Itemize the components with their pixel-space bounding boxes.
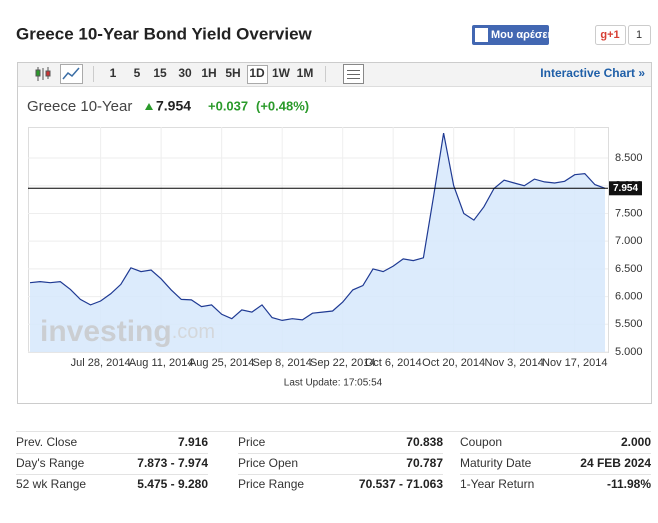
quote-value: 70.838 [406,435,443,449]
interval-button[interactable]: 1M [297,66,314,80]
x-tick-label: Aug 11, 2014 [129,357,194,369]
quote-label: 52 wk Range [16,477,86,491]
candle-icon[interactable] [35,67,51,81]
x-tick-label: Nov 3, 2014 [485,357,544,369]
page-title: Greece 10-Year Bond Yield Overview [16,24,313,43]
quote-value: 7.873 - 7.974 [137,456,208,470]
x-tick-label: Aug 25, 2014 [189,357,254,369]
plot: 5.0005.5006.0006.5007.0007.5008.0008.500… [28,127,643,369]
gplus-bg [595,25,626,45]
y-tick-label: 6.000 [615,290,643,302]
x-tick-label: Nov 17, 2014 [542,357,607,369]
interval-button[interactable]: 1D [249,66,265,80]
icon-line [62,67,80,80]
quote-label: Day's Range [16,456,85,470]
last-price-label: 7.954 [613,183,638,194]
interval-button[interactable]: 1W [272,66,291,80]
y-tick-label: 7.500 [615,207,643,219]
interval-button[interactable]: 1 [110,66,117,80]
quote-label: Prev. Close [16,435,77,449]
interval-button[interactable]: 1H [201,66,216,80]
quote-label: Price [238,435,266,449]
instrument-name: Greece 10-Year [27,98,132,115]
like-bg [472,25,549,45]
interval-button[interactable]: 30 [178,66,192,80]
y-tick-label: 8.500 [615,152,643,164]
quote-value: 24 FEB 2024 [580,456,651,470]
fb-icon [475,28,488,42]
quote-label: Coupon [460,435,502,449]
gplus-label: g+1 [600,29,619,41]
gplus-button[interactable]: g+1 1 [595,25,651,45]
interval-button[interactable]: 5 [134,66,141,80]
quote-label: Price Range [238,477,304,491]
watermark-part: .com [172,321,215,343]
y-tick-label: 7.000 [615,235,643,247]
watermark: investing.com [40,315,215,348]
watermark-part: investing [40,315,172,348]
interactive-chart-link[interactable]: Interactive Chart » [540,66,645,80]
like-button[interactable]: Μου αρέσει [472,25,551,45]
quote-label: Price Open [238,456,298,470]
x-tick-label: Sep 8, 2014 [253,357,312,369]
interval-button[interactable]: 15 [153,66,167,80]
x-tick-label: Jul 28, 2014 [71,357,131,369]
y-tick-label: 6.500 [615,263,643,275]
line [29,132,606,322]
icon-body [35,69,41,77]
quote-table: Prev. Close 7.916 Day's Range 7.873 - 7.974… [16,431,651,491]
last-update: Last Update: 17:05:54 [284,378,383,389]
area [30,133,605,352]
line-icon[interactable] [60,64,83,84]
active-interval [247,65,268,84]
gplus-count: 1 [636,29,642,41]
quote-value: -11.98% [607,477,651,491]
up-arrow [145,103,153,110]
last-price: 7.954 [156,98,191,114]
y-tick-label: 5.000 [615,346,643,358]
quote-label: 1-Year Return [460,477,534,491]
quote-label: Maturity Date [460,456,532,470]
table-icon[interactable] [343,64,364,84]
icon-body [45,70,51,77]
last-price-box [609,181,642,196]
quote-value: 5.475 - 9.280 [137,477,208,491]
interval-button[interactable]: 5H [225,66,240,80]
interval-group: 1 5 15 30 1H 5H 1D 1W 1M [110,66,314,80]
change-pct: (+0.48%) [256,98,309,113]
icon-box [60,64,83,84]
change: +0.037 [208,98,248,113]
x-tick-label: Sep 22, 2014 [310,357,375,369]
x-tick-label: Oct 20, 2014 [422,357,485,369]
quote-value: 2.000 [621,435,651,449]
y-tick-label: 5.500 [615,318,643,330]
like-label: Μου αρέσει [491,29,551,41]
quote-value: 7.916 [178,435,208,449]
quote-value: 70.787 [406,456,443,470]
toolbar [18,63,651,86]
quote-value: 70.537 - 71.063 [359,477,443,491]
gplus-count-bg [628,25,651,45]
x-tick-label: Oct 6, 2014 [365,357,422,369]
